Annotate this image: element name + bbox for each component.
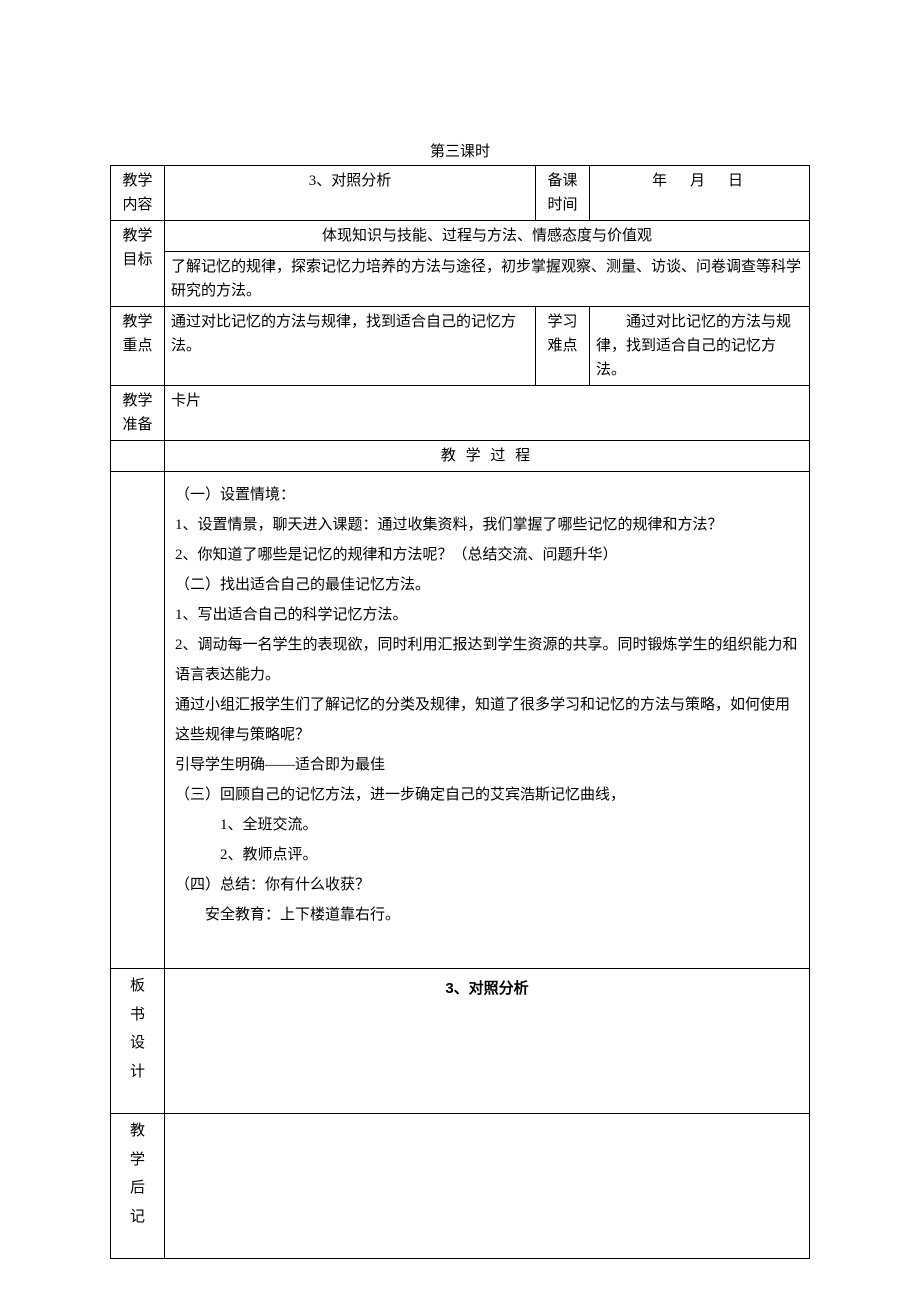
label-teach-focus-text: 教学重点 bbox=[122, 314, 152, 354]
proc-line-1: 1、设置情景，聊天进入课题：通过收集资料，我们掌握了哪些记忆的规律和方法？ bbox=[175, 510, 799, 540]
cell-postnote bbox=[165, 1114, 810, 1259]
label-process-side bbox=[111, 472, 165, 969]
cell-teach-content: 3、对照分析 bbox=[165, 166, 536, 221]
row-goal-sub: 教学目标 体现知识与技能、过程与方法、情感态度与价值观 bbox=[111, 221, 810, 252]
label-prep-time: 备课时间 bbox=[536, 166, 590, 221]
proc-sub-0: 1、全班交流。 bbox=[175, 810, 799, 840]
label-board-text: 板书设计 bbox=[130, 978, 145, 1080]
label-learn-diff: 学习难点 bbox=[536, 307, 590, 386]
row-board: 板书设计 3、对照分析 bbox=[111, 969, 810, 1114]
proc-line-6: 通过小组汇报学生们了解记忆的分类及规律，知道了很多学习和记忆的方法与策略，如何使… bbox=[175, 690, 799, 750]
proc-sub-1: 2、教师点评。 bbox=[175, 840, 799, 870]
row-prep: 教学准备 卡片 bbox=[111, 386, 810, 441]
proc-line-3: （二）找出适合自己的最佳记忆方法。 bbox=[175, 570, 799, 600]
label-teach-prep: 教学准备 bbox=[111, 386, 165, 441]
label-postnote: 教学后记 bbox=[111, 1114, 165, 1259]
cell-goal-body: 了解记忆的规律，探索记忆力培养的方法与途径，初步掌握观察、测量、访谈、问卷调查等… bbox=[165, 252, 810, 307]
proc-line-8: （三）回顾自己的记忆方法，进一步确定自己的艾宾浩斯记忆曲线， bbox=[175, 780, 799, 810]
label-teach-goal-text: 教学目标 bbox=[122, 228, 152, 268]
label-prep-time-text: 备课时间 bbox=[547, 173, 577, 213]
proc-safety: 安全教育：上下楼道靠右行。 bbox=[175, 900, 799, 930]
row-process-body: （一）设置情境： 1、设置情景，聊天进入课题：通过收集资料，我们掌握了哪些记忆的… bbox=[111, 472, 810, 969]
proc-line-4: 1、写出适合自己的科学记忆方法。 bbox=[175, 600, 799, 630]
cell-goal-subtitle: 体现知识与技能、过程与方法、情感态度与价值观 bbox=[165, 221, 810, 252]
cell-process-body: （一）设置情境： 1、设置情景，聊天进入课题：通过收集资料，我们掌握了哪些记忆的… bbox=[165, 472, 810, 969]
proc-line-5: 2、调动每一名学生的表现欲，同时利用汇报达到学生资源的共享。同时锻炼学生的组织能… bbox=[175, 630, 799, 690]
row-focus: 教学重点 通过对比记忆的方法与规律，找到适合自己的记忆方法。 学习难点 通过对比… bbox=[111, 307, 810, 386]
label-teach-prep-text: 教学准备 bbox=[122, 393, 152, 433]
label-teach-content-text: 教学内容 bbox=[122, 173, 152, 213]
cell-process-title: 教 学 过 程 bbox=[165, 441, 810, 472]
row-goal-body: 了解记忆的规律，探索记忆力培养的方法与途径，初步掌握观察、测量、访谈、问卷调查等… bbox=[111, 252, 810, 307]
cell-diff-body: 通过对比记忆的方法与规律，找到适合自己的记忆方法。 bbox=[590, 307, 810, 386]
label-teach-focus: 教学重点 bbox=[111, 307, 165, 386]
row-content: 教学内容 3、对照分析 备课时间 年 月 日 bbox=[111, 166, 810, 221]
label-learn-diff-text: 学习难点 bbox=[547, 314, 577, 354]
label-postnote-text: 教学后记 bbox=[130, 1123, 145, 1225]
label-teach-content: 教学内容 bbox=[111, 166, 165, 221]
label-board: 板书设计 bbox=[111, 969, 165, 1114]
row-process-title: 教 学 过 程 bbox=[111, 441, 810, 472]
label-process-empty bbox=[111, 441, 165, 472]
page-title: 第三课时 bbox=[110, 140, 810, 161]
proc-end-0: （四）总结：你有什么收获？ bbox=[175, 870, 799, 900]
proc-line-7: 引导学生明确——适合即为最佳 bbox=[175, 750, 799, 780]
cell-board: 3、对照分析 bbox=[165, 969, 810, 1114]
row-postnote: 教学后记 bbox=[111, 1114, 810, 1259]
lesson-plan-table: 教学内容 3、对照分析 备课时间 年 月 日 教学目标 体现知识与技能、过程与方… bbox=[110, 165, 810, 1259]
proc-line-0: （一）设置情境： bbox=[175, 480, 799, 510]
cell-focus-body: 通过对比记忆的方法与规律，找到适合自己的记忆方法。 bbox=[165, 307, 536, 386]
board-title-text: 3、对照分析 bbox=[171, 972, 803, 1001]
proc-line-2: 2、你知道了哪些是记忆的规律和方法呢？（总结交流、问题升华） bbox=[175, 540, 799, 570]
label-teach-goal: 教学目标 bbox=[111, 221, 165, 307]
cell-date: 年 月 日 bbox=[590, 166, 810, 221]
cell-prep-body: 卡片 bbox=[165, 386, 810, 441]
